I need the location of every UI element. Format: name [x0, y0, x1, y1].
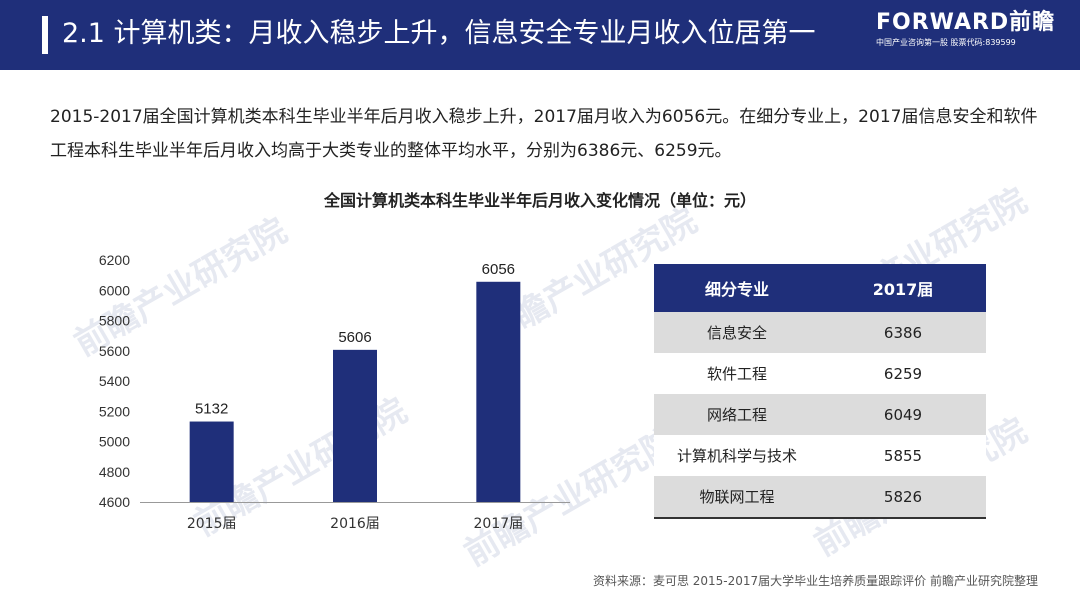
logo-sub-text: 中国产业咨询第一股 股票代码:839599: [876, 38, 1016, 47]
y-tick-label: 5200: [99, 403, 130, 419]
x-tick-label: 2016届: [330, 516, 380, 532]
header-accent-bar: [42, 16, 48, 54]
table-cell-income: 5855: [883, 446, 923, 465]
bar-value-label: 5132: [195, 401, 228, 418]
x-tick-label: 2017届: [474, 516, 524, 532]
table-row: 软件工程 6259: [654, 353, 986, 394]
y-tick-label: 5000: [99, 434, 130, 450]
bar: [189, 421, 234, 502]
table-cell-income: 6049: [883, 405, 923, 424]
table-cell-income: 6386: [883, 323, 923, 342]
y-tick-label: 5800: [99, 313, 130, 329]
bar-value-label: 6056: [482, 261, 515, 278]
logo-main-text: FORWARD前瞻: [876, 10, 1056, 35]
page-title: 2.1 计算机类：月收入稳步上升，信息安全专业月收入位居第一: [62, 18, 816, 49]
table-header-major: 细分专业: [704, 280, 769, 299]
table-cell-income: 5826: [883, 487, 923, 506]
table-row: 信息安全 6386: [654, 312, 986, 353]
table-cell-income: 6259: [883, 364, 923, 383]
bar: [476, 281, 521, 502]
header-banner: 2.1 计算机类：月收入稳步上升，信息安全专业月收入位居第一 FORWARD前瞻…: [0, 0, 1080, 70]
chart-title: 全国计算机类本科生毕业半年后月收入变化情况（单位：元）: [323, 191, 756, 210]
table-bottom-rule: [654, 517, 986, 519]
summary-text: 2015-2017届全国计算机类本科生毕业半年后月收入稳步上升，2017届月收入…: [50, 107, 1038, 161]
x-tick-label: 2015届: [187, 516, 237, 532]
y-tick-label: 5600: [99, 343, 130, 359]
y-tick-label: 4600: [99, 494, 130, 510]
y-tick-label: 6200: [99, 252, 130, 268]
table-row: 物联网工程 5826: [654, 476, 986, 517]
source-note: 资料来源：麦可思 2015-2017届大学毕业生培养质量跟踪评价 前瞻产业研究院…: [592, 574, 1038, 588]
table-row: 网络工程 6049: [654, 394, 986, 435]
y-tick-label: 6000: [99, 282, 130, 298]
y-tick-label: 5400: [99, 373, 130, 389]
bar-value-label: 5606: [338, 329, 371, 346]
y-tick-label: 4800: [99, 464, 130, 480]
table-header-row: 细分专业 2017届: [654, 264, 986, 312]
table-row: 计算机科学与技术 5855: [654, 435, 986, 476]
bar: [333, 349, 377, 502]
brand-logo: FORWARD前瞻 中国产业咨询第一股 股票代码:839599: [876, 10, 1066, 49]
major-income-table: 细分专业 2017届 信息安全 6386 软件工程 6259 网络工程 6049…: [654, 264, 986, 519]
table-header-year: 2017届: [872, 280, 934, 299]
table-cell-major: 信息安全: [706, 324, 767, 342]
table-cell-major: 物联网工程: [699, 488, 775, 506]
table-cell-major: 软件工程: [706, 365, 767, 383]
table-cell-major: 网络工程: [706, 406, 767, 424]
table-cell-major: 计算机科学与技术: [676, 447, 797, 465]
